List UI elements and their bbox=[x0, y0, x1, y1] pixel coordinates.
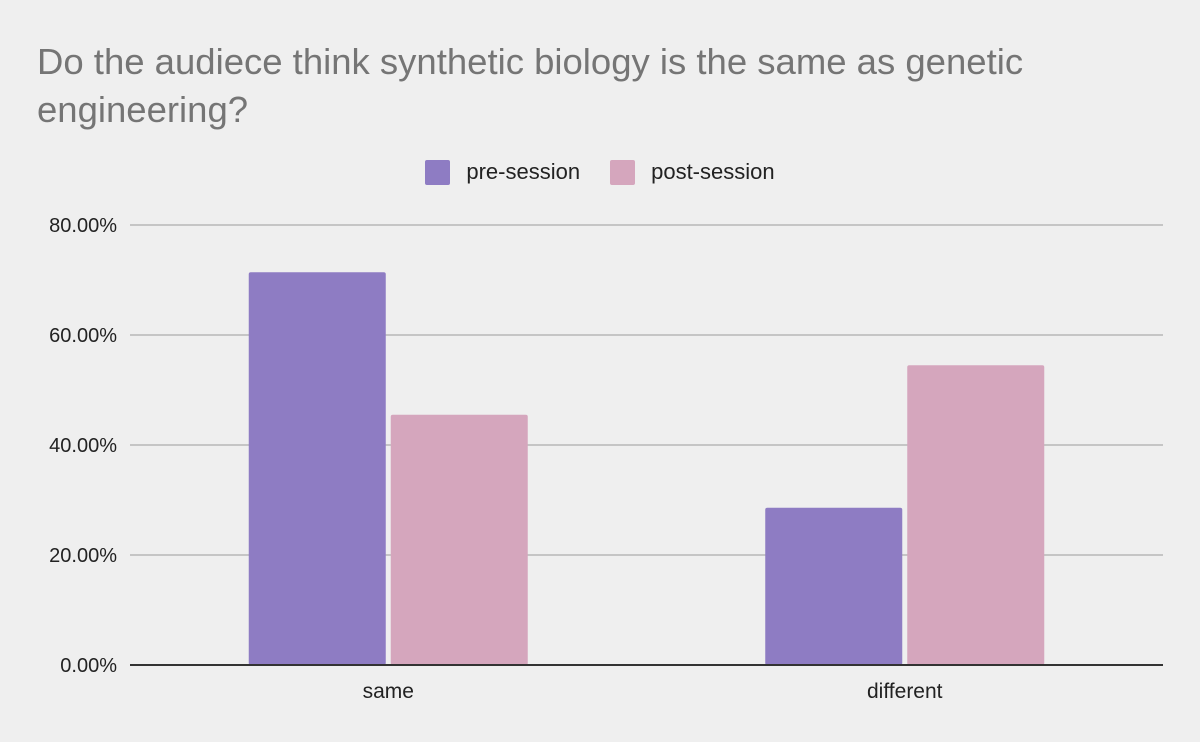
bar-post-session-same[interactable] bbox=[390, 414, 528, 665]
y-tick-label: 0.00% bbox=[60, 655, 117, 677]
legend-swatch-post-session bbox=[610, 159, 636, 185]
legend-swatch-pre-session bbox=[425, 159, 451, 185]
x-category-label: different bbox=[867, 680, 943, 703]
bar-pre-session-different[interactable] bbox=[765, 507, 903, 665]
y-tick-label: 60.00% bbox=[49, 325, 117, 347]
legend-item-pre-session[interactable]: pre-session bbox=[425, 159, 580, 185]
y-tick-label: 20.00% bbox=[49, 545, 117, 567]
y-tick-label: 80.00% bbox=[49, 215, 117, 237]
legend-label-post-session: post-session bbox=[651, 159, 775, 184]
legend-item-post-session[interactable]: post-session bbox=[610, 159, 775, 185]
x-category-label: same bbox=[363, 680, 414, 703]
chart-title: Do the audiece think synthetic biology i… bbox=[37, 41, 1024, 130]
legend: pre-session post-session bbox=[0, 158, 1200, 186]
y-tick-label: 40.00% bbox=[49, 435, 117, 457]
legend-label-pre-session: pre-session bbox=[466, 159, 581, 184]
bar-post-session-different[interactable] bbox=[907, 365, 1045, 665]
bar-pre-session-same[interactable] bbox=[248, 272, 386, 665]
